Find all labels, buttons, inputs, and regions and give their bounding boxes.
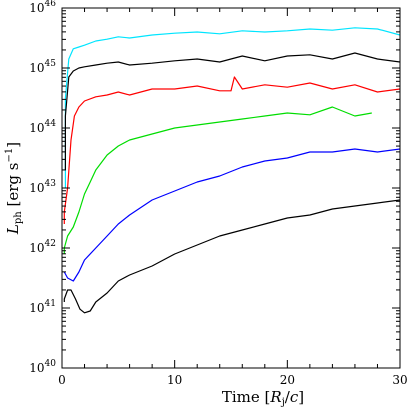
y-axis-title: Lph [erg s−1] bbox=[4, 142, 24, 235]
series-line-1 bbox=[64, 27, 400, 188]
y-tick-label: 1040 bbox=[29, 359, 56, 375]
y-tick-label: 1041 bbox=[29, 299, 56, 315]
y-tick-label: 1043 bbox=[29, 179, 56, 195]
series-line-4 bbox=[63, 106, 372, 254]
y-tick-label: 1046 bbox=[29, 0, 56, 15]
y-tick-label: 1042 bbox=[29, 239, 56, 255]
series-line-6 bbox=[63, 199, 400, 314]
y-tick-label: 1045 bbox=[29, 59, 56, 75]
x-tick-label: 30 bbox=[392, 373, 407, 387]
ticks-group bbox=[61, 7, 401, 369]
series-line-5 bbox=[63, 148, 400, 282]
x-tick-label: 0 bbox=[58, 373, 66, 387]
tick-labels-group: 0 10 20 30 1040 1041 1042 1043 1044 1045 1046 bbox=[29, 0, 407, 387]
x-axis-title: Time [Rj/c] bbox=[222, 388, 304, 408]
series-line-3 bbox=[63, 76, 400, 224]
series-group bbox=[63, 27, 400, 314]
y-tick-label: 1044 bbox=[29, 119, 56, 135]
x-tick-label: 10 bbox=[167, 373, 182, 387]
x-tick-label: 20 bbox=[280, 373, 295, 387]
series-line-2 bbox=[64, 52, 400, 170]
